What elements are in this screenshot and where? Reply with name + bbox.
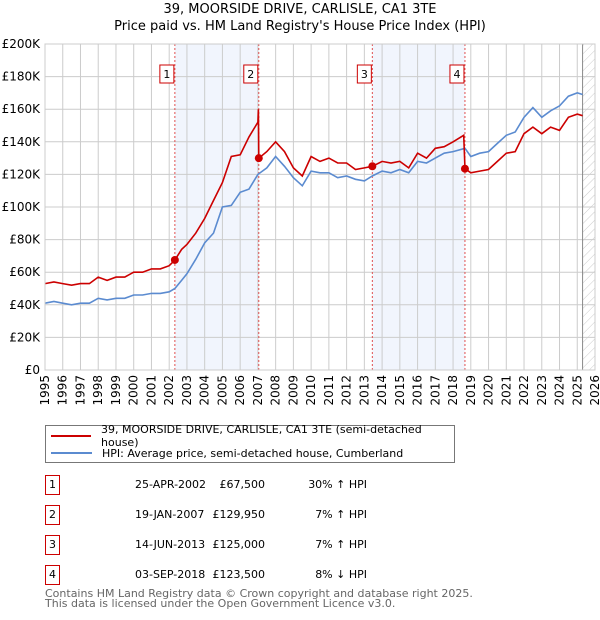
x-tick-label: 2021: [499, 375, 513, 406]
x-tick-label: 1997: [73, 375, 87, 406]
sale-point: [460, 164, 469, 173]
x-tick-label: 2009: [286, 375, 300, 406]
x-tick-label: 2025: [570, 375, 584, 406]
x-tick-label: 1995: [38, 375, 52, 406]
hpi-diff: 8% ↓ HPI: [315, 568, 367, 581]
sale-price: £129,950: [212, 508, 266, 521]
sale-point: [170, 255, 179, 264]
legend-swatch: [51, 435, 92, 437]
footer-line: Contains HM Land Registry data © Crown c…: [45, 587, 473, 600]
table-row: 4 03-SEP-2018 £123,500 8% ↓ HPI: [45, 565, 465, 585]
y-tick-label: £40K: [9, 298, 41, 312]
y-tick-label: £0: [25, 363, 40, 377]
marker-badge: 1: [45, 475, 60, 495]
sale-price: £123,500: [212, 568, 266, 581]
hpi-diff: 7% ↑ HPI: [315, 508, 367, 521]
x-tick-label: 1999: [109, 375, 123, 406]
legend-item-property: 39, MOORSIDE DRIVE, CARLISLE, CA1 3TE (s…: [46, 423, 454, 449]
sale-marker-box: [159, 64, 175, 84]
legend-item-hpi: HPI: Average price, semi-detached house,…: [46, 445, 403, 461]
sale-date: 19-JAN-2007: [135, 508, 205, 521]
x-tick-label: 2014: [375, 375, 389, 406]
x-tick-label: 2011: [322, 375, 336, 406]
x-tick-label: 2016: [411, 375, 425, 406]
hpi-line: [44, 92, 583, 306]
x-tick-label: 2023: [535, 375, 549, 406]
y-tick-label: £20K: [9, 330, 41, 344]
y-tick-label: £160K: [2, 102, 42, 116]
y-tick-label: £180K: [2, 70, 42, 84]
hpi-diff: 7% ↑ HPI: [315, 538, 367, 551]
y-tick-label: £200K: [2, 37, 42, 51]
x-tick-label: 2002: [162, 375, 176, 406]
sale-date: 25-APR-2002: [135, 478, 207, 491]
x-tick-label: 2005: [215, 375, 229, 406]
hpi-diff: 30% ↑ HPI: [308, 478, 367, 491]
sale-marker-label: 4: [453, 68, 460, 81]
x-tick-label: 2013: [357, 375, 371, 406]
x-tick-label: 2007: [251, 375, 265, 406]
x-tick-label: 2010: [304, 375, 318, 406]
sale-marker-label: 2: [247, 68, 254, 81]
x-tick-label: 2026: [588, 375, 600, 406]
legend-label: HPI: Average price, semi-detached house,…: [102, 446, 404, 460]
x-tick-label: 2017: [428, 375, 442, 406]
sale-marker-box: [243, 64, 259, 84]
footer-line: This data is licensed under the Open Gov…: [45, 597, 396, 610]
x-tick-label: 2000: [127, 375, 141, 406]
y-tick-label: £120K: [2, 167, 42, 181]
x-tick-label: 2006: [233, 375, 247, 406]
x-tick-label: 1996: [56, 375, 70, 406]
sale-point: [254, 154, 263, 163]
x-tick-label: 2001: [144, 375, 158, 406]
x-tick-label: 1998: [91, 375, 105, 406]
sale-date: 14-JUN-2013: [135, 538, 206, 551]
x-tick-label: 2015: [393, 375, 407, 406]
x-tick-label: 2022: [517, 375, 531, 406]
sale-price: £67,500: [219, 478, 266, 491]
sale-price: £125,000: [212, 538, 266, 551]
marker-badge: 4: [45, 565, 60, 585]
sale-marker-box: [449, 64, 465, 84]
price-paid-line: [44, 109, 583, 287]
sale-marker-label: 1: [163, 68, 170, 81]
table-row: 2 19-JAN-2007 £129,950 7% ↑ HPI: [45, 505, 465, 525]
sale-point: [368, 162, 377, 171]
legend: 39, MOORSIDE DRIVE, CARLISLE, CA1 3TE (s…: [45, 423, 455, 463]
x-tick-label: 2019: [464, 375, 478, 406]
y-tick-label: £80K: [9, 233, 41, 247]
x-tick-label: 2024: [553, 375, 567, 406]
legend-swatch: [51, 452, 92, 454]
x-tick-label: 2018: [446, 375, 460, 406]
sale-marker-label: 3: [361, 68, 368, 81]
plot-frame: [44, 43, 596, 371]
y-tick-label: £60K: [9, 265, 41, 279]
y-tick-label: £140K: [2, 135, 42, 149]
chart-title: 39, MOORSIDE DRIVE, CARLISLE, CA1 3TE: [163, 2, 437, 17]
x-tick-label: 2008: [269, 375, 283, 406]
table-row: 1 25-APR-2002 £67,500 30% ↑ HPI: [45, 475, 465, 495]
sale-marker-box: [356, 64, 372, 84]
footer: Contains HM Land Registry data © Crown c…: [45, 587, 473, 610]
chart-subtitle: Price paid vs. HM Land Registry's House …: [114, 19, 486, 34]
price-chart: £0 £20K £40K £60K £80K £100K £120K £140K £160K £1…: [2, 37, 600, 406]
marker-badge: 3: [45, 535, 60, 555]
table-row: 3 14-JUN-2013 £125,000 7% ↑ HPI: [45, 535, 465, 555]
x-tick-label: 2003: [180, 375, 194, 406]
y-tick-label: £100K: [2, 200, 42, 214]
legend-label: 39, MOORSIDE DRIVE, CARLISLE, CA1 3TE (s…: [101, 423, 422, 449]
marker-badge: 2: [45, 505, 60, 525]
x-tick-label: 2004: [198, 375, 212, 406]
x-tick-label: 2020: [482, 375, 496, 406]
sale-date: 03-SEP-2018: [135, 568, 206, 581]
x-tick-label: 2012: [340, 375, 354, 406]
